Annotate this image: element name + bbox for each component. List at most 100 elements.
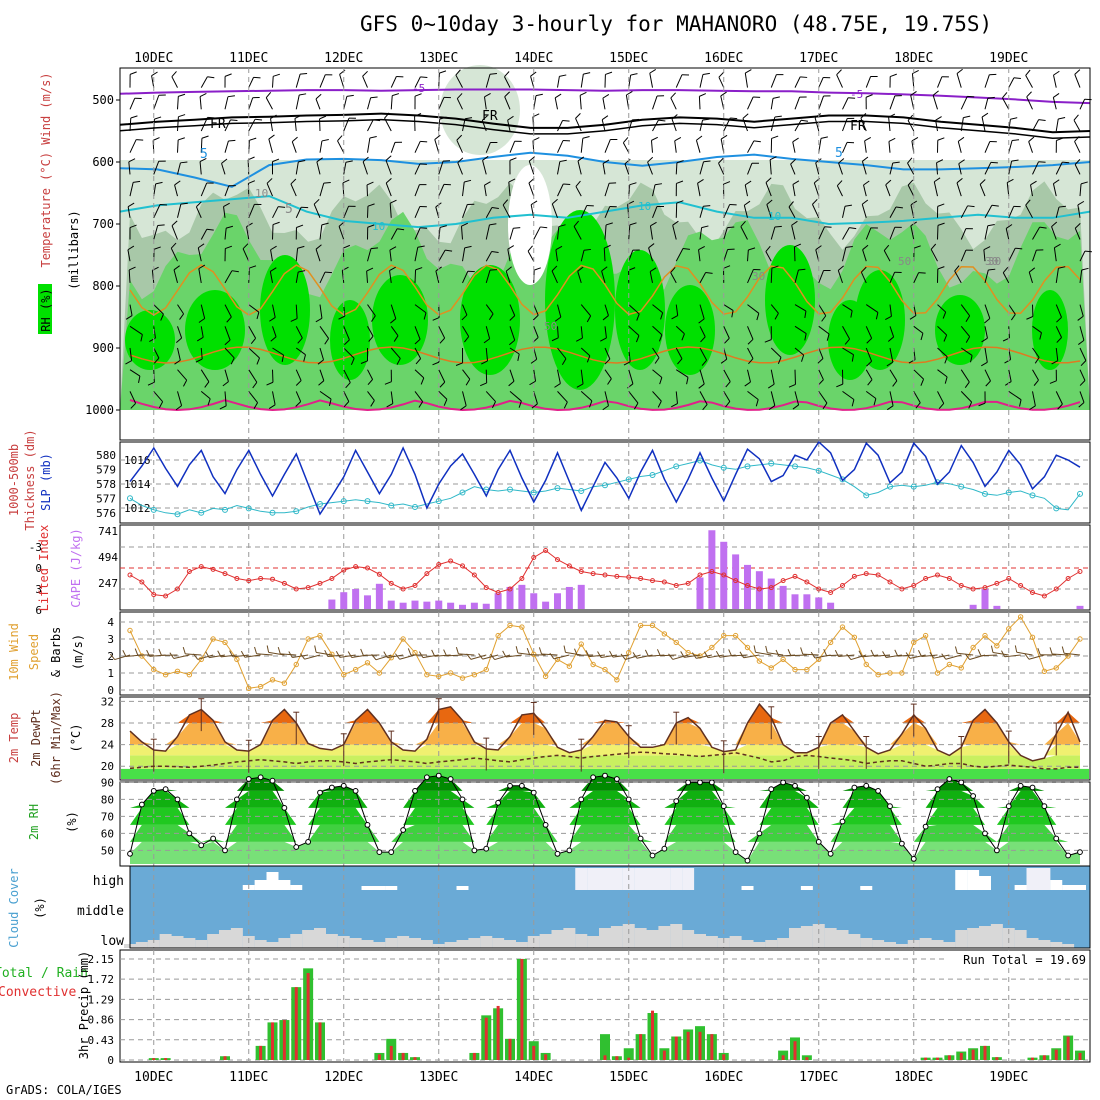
date-label-bottom: 13DEC: [419, 1070, 458, 1085]
wind-barb-staff: [557, 369, 561, 384]
wind-barb: [175, 326, 183, 343]
surface-wind-barb-flag: [314, 645, 317, 653]
wind-barb: [268, 134, 275, 153]
wind-barb: [603, 244, 611, 262]
wind-barb-flag: [180, 161, 188, 164]
wind-barb-flag: [1077, 200, 1085, 206]
wind-barb-staff: [865, 347, 873, 362]
wind-barb-staff: [889, 227, 896, 240]
wind-barb: [295, 245, 305, 262]
surface-wind-barb-flag: [526, 647, 531, 655]
wind-barb-flag: [583, 248, 591, 251]
wind-barb-staff: [718, 76, 725, 88]
wind-barb: [1074, 135, 1081, 153]
wind-barb: [224, 139, 236, 153]
wind-barb-flag: [345, 382, 351, 389]
wind-barb: [960, 369, 970, 389]
date-label-top: 17DEC: [799, 51, 838, 66]
wind-barb: [509, 157, 517, 175]
cloud-low-block: [622, 924, 635, 948]
date-label-bottom: 15DEC: [609, 1070, 648, 1085]
rh-marker: [1017, 782, 1024, 789]
wind-barb-staff: [462, 181, 465, 197]
wind-barb: [485, 141, 498, 153]
wind-barb: [390, 304, 397, 324]
precip-total-bar: [600, 1034, 610, 1060]
rh-marker: [222, 847, 228, 854]
wind-barb-flag: [198, 264, 206, 270]
li-marker: [946, 576, 952, 581]
wind-barb-flag: [370, 96, 378, 99]
wind-barb: [842, 204, 853, 218]
surface-wind-barb-staff: [612, 654, 629, 658]
wind-barb-flag: [915, 402, 921, 409]
cape-bar: [494, 593, 502, 609]
wind-barb: [1008, 139, 1020, 153]
wind-barb-flag: [913, 245, 921, 249]
li-marker: [756, 586, 762, 592]
wind-barb-flag: [1053, 179, 1060, 185]
surface-wind-barb: [277, 646, 297, 656]
wind-barb-staff: [295, 326, 303, 339]
wind-barb: [268, 391, 276, 409]
temp-ylabel-b-2: (°C): [69, 724, 83, 753]
wind-barb-staff: [414, 269, 417, 283]
li-marker: [198, 564, 204, 570]
cloud-row-label-middle: middle: [77, 904, 124, 919]
wind-barb-staff: [248, 326, 257, 339]
wind-barb-staff: [1008, 390, 1022, 401]
cloud-low-block: [278, 938, 291, 948]
wind-barb: [723, 391, 731, 408]
li-marker: [590, 571, 596, 577]
rh-marker: [732, 849, 739, 855]
chart-title: GFS 0~10day 3-hourly for MAHANORO (48.75…: [360, 12, 993, 36]
rh-marker: [293, 844, 300, 850]
li-marker: [424, 571, 430, 577]
wind-barb-staff: [933, 181, 938, 197]
cloud-low-block: [765, 940, 778, 948]
surface-wind-barb: [466, 653, 487, 660]
wind-barb-staff: [557, 120, 564, 132]
pressure-tick-label: 1000: [85, 403, 114, 417]
wind-barb-staff: [343, 96, 348, 110]
wind-barb: [177, 161, 188, 175]
wind-barb-staff: [1055, 268, 1059, 283]
wind-barb-staff: [127, 206, 131, 218]
wind-barb-flag: [814, 113, 822, 119]
wind-barb: [248, 369, 258, 389]
wind-barb-flag: [753, 140, 761, 143]
wind-barb-flag: [171, 220, 178, 227]
surface-wind-barb-flag: [668, 653, 674, 660]
wind-barb-staff: [177, 369, 188, 381]
surface-wind-barb-staff: [185, 653, 202, 656]
thickness-marker: [1005, 489, 1012, 496]
wind-barb-staff: [1006, 182, 1010, 197]
wind-barb-flag: [502, 199, 509, 206]
wind-barb: [937, 347, 948, 364]
wind-barb-flag: [701, 225, 709, 229]
wind-barb-flag: [278, 206, 286, 208]
wind-barb-flag: [920, 378, 925, 386]
wind-barb-flag: [530, 200, 538, 206]
wind-barb-flag: [720, 134, 728, 140]
wind-barb-staff: [438, 391, 448, 400]
wind-barb-staff: [1077, 204, 1081, 218]
wind-barb-flag: [1051, 360, 1059, 365]
wind-barb: [295, 369, 302, 386]
wind-barb: [889, 161, 900, 175]
wind-barb: [747, 304, 760, 321]
wind-barb: [652, 183, 663, 197]
wind-barb: [652, 369, 663, 385]
surface-wind-barb-flag: [431, 649, 436, 657]
cloud-high-block: [610, 868, 623, 890]
thickness-tick-label: 578: [96, 478, 116, 491]
thickness-marker: [340, 498, 347, 505]
wind-barb: [814, 113, 822, 132]
wind-barb: [1032, 226, 1047, 240]
wind-barb: [438, 249, 453, 262]
wind-speed-marker: [934, 670, 941, 676]
wind-barb-flag: [317, 359, 324, 365]
wind-barb: [818, 76, 831, 88]
cloud-low-block: [207, 934, 220, 948]
cape-bar: [482, 603, 490, 609]
